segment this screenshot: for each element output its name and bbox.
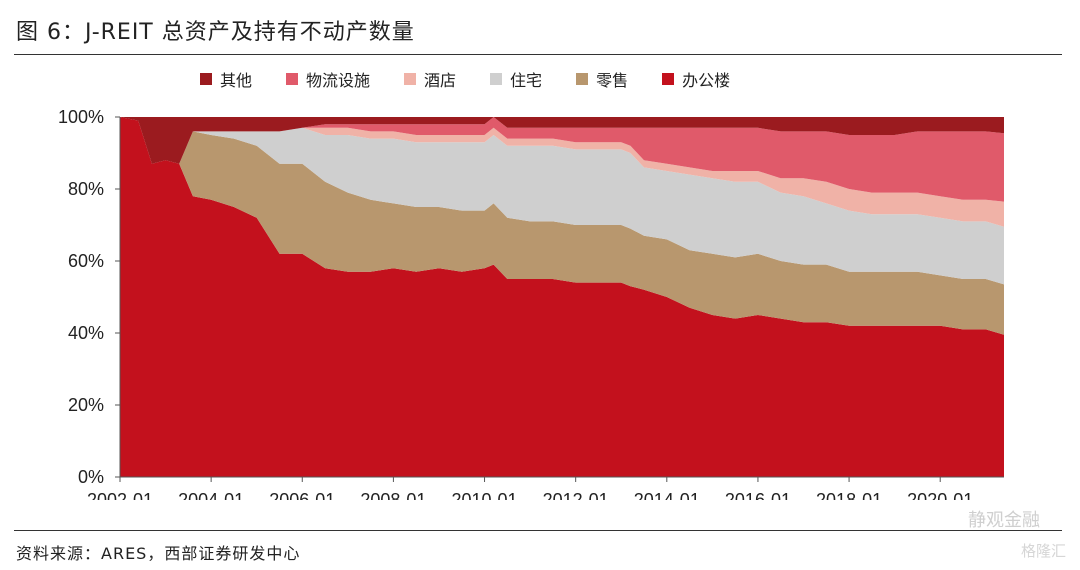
x-tick-label: 2010-01 [452, 490, 518, 500]
area-series [120, 117, 1004, 285]
x-tick-label: 2012-01 [543, 490, 609, 500]
legend-swatch [662, 73, 675, 85]
legend-swatch [576, 73, 589, 85]
y-tick-label: 40% [68, 323, 104, 343]
legend-label: 酒店 [424, 71, 457, 90]
area-series [120, 117, 1004, 335]
y-tick-label: 80% [68, 179, 104, 199]
y-tick-label: 20% [68, 395, 104, 415]
legend-label: 物流设施 [306, 71, 371, 90]
x-tick-label: 2016-01 [725, 490, 791, 500]
legend-label: 住宅 [510, 71, 543, 90]
y-tick-label: 0% [78, 467, 104, 487]
legend-swatch [286, 73, 299, 85]
legend-swatch [200, 73, 212, 85]
legend-label: 办公楼 [682, 71, 731, 90]
legend-label: 其他 [220, 71, 253, 90]
legend-label: 零售 [596, 71, 629, 90]
legend-swatch [404, 73, 417, 85]
legend-item: 物流设施 [286, 66, 370, 92]
x-tick-label: 2014-01 [634, 490, 700, 500]
legend-item: 住宅 [490, 66, 542, 92]
legend-item: 零售 [576, 66, 628, 92]
chart-title: 图 6：J-REIT 总资产及持有不动产数量 [16, 20, 415, 45]
x-tick-label: 2004-01 [178, 490, 244, 500]
legend-swatch [490, 73, 503, 85]
y-tick-label: 100% [58, 107, 104, 127]
y-tick-label: 60% [68, 251, 104, 271]
legend-item: 酒店 [404, 66, 456, 92]
area-series [120, 117, 1004, 477]
x-tick-label: 2020-01 [907, 490, 973, 500]
x-tick-label: 2006-01 [269, 490, 335, 500]
x-tick-label: 2018-01 [816, 490, 882, 500]
area-series [120, 117, 1004, 164]
legend-item: 其他 [200, 66, 252, 92]
legend-item: 办公楼 [662, 66, 730, 92]
watermark-secondary: 格隆汇 [1020, 542, 1066, 560]
x-tick-label: 2002-01 [87, 490, 153, 500]
top-divider [14, 54, 1062, 55]
bottom-divider [14, 530, 1062, 531]
area-series [120, 117, 1004, 202]
stacked-area-chart: 0% 20% 40% 60% 80% 100% 2002-01 2004-01 2006-01 2… [58, 107, 1004, 500]
legend: 其他 物流设施 酒店 住宅 零售 办公楼 [200, 66, 764, 92]
x-tick-label: 2008-01 [360, 490, 426, 500]
watermark: 静观金融 [968, 510, 1040, 531]
source-note: 资料来源：ARES，西部证券研发中心 [16, 544, 301, 563]
